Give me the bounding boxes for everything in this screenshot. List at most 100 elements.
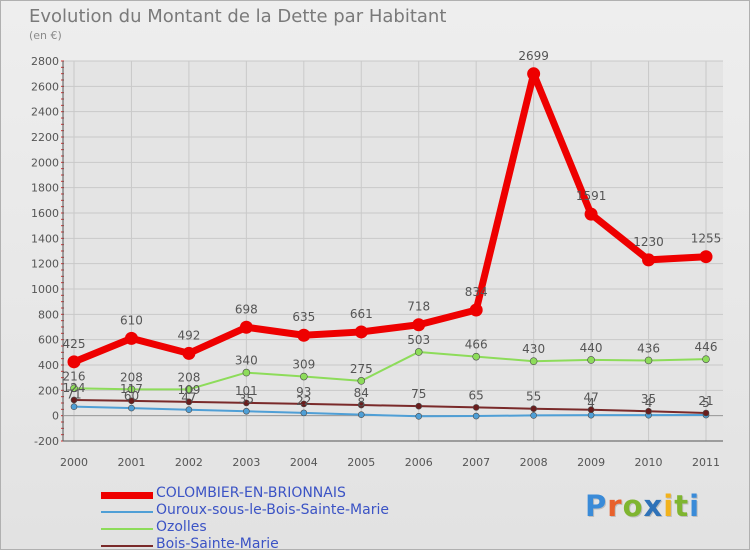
x-tick-label: 2001 (117, 456, 145, 469)
logo-letter: i (689, 489, 701, 523)
y-tick-label: -200 (34, 435, 59, 448)
data-point-ozolles (644, 356, 653, 365)
data-label-ozolles: 340 (235, 354, 258, 368)
data-point-colombier-en-brionnais (354, 325, 368, 339)
data-label-colombier-en-brionnais: 718 (407, 300, 430, 314)
data-point-ozolles (185, 385, 193, 394)
proxiti-logo: Proxiti (585, 489, 700, 523)
y-tick-label: 0 (52, 410, 59, 423)
legend-label: Ozolles (156, 519, 207, 535)
data-label-colombier-en-brionnais: 1255 (691, 232, 722, 246)
y-tick-label: 200 (38, 384, 59, 397)
logo-letter: i (663, 489, 675, 523)
y-tick-label: 2200 (31, 131, 59, 144)
data-label-ozolles: 446 (695, 340, 718, 354)
data-label-bois-sainte-marie: 35 (641, 392, 656, 406)
data-point-ozolles (300, 372, 308, 381)
data-point-colombier-en-brionnais (297, 328, 311, 342)
data-point-colombier-en-brionnais (699, 250, 713, 264)
data-point-bois-sainte-marie (472, 404, 480, 411)
x-tick-label: 2005 (347, 456, 375, 469)
data-label-ozolles: 430 (522, 342, 545, 356)
data-point-colombier-en-brionnais (469, 303, 483, 317)
data-label-ouroux-sous-le-bois-sainte-marie: 71 (66, 388, 81, 402)
y-tick-label: 2400 (31, 106, 59, 119)
x-tick-label: 2003 (232, 456, 260, 469)
data-label-ozolles: 309 (292, 358, 315, 372)
y-tick-label: 1400 (31, 232, 59, 245)
data-point-colombier-en-brionnais (67, 355, 81, 369)
legend-label: Ouroux-sous-le-Bois-Sainte-Marie (156, 502, 389, 518)
legend-label: COLOMBIER-EN-BRIONNAIS (156, 485, 346, 501)
y-tick-label: 2800 (31, 55, 59, 68)
data-label-bois-sainte-marie: 84 (354, 386, 369, 400)
data-point-ozolles (70, 384, 78, 393)
data-label-ozolles: 466 (465, 338, 488, 352)
series-line-ozolles (73, 350, 707, 391)
x-tick-label: 2007 (462, 456, 490, 469)
data-point-colombier-en-brionnais (527, 67, 541, 81)
x-tick-label: 2004 (290, 456, 318, 469)
y-tick-label: 400 (38, 359, 59, 372)
data-point-bois-sainte-marie (185, 398, 193, 406)
data-label-bois-sainte-marie: 124 (63, 381, 86, 395)
y-tick-label: 1000 (31, 283, 59, 296)
data-point-bois-sainte-marie (357, 401, 365, 409)
y-tick-label: 1800 (31, 182, 59, 195)
y-tick-label: 1600 (31, 207, 59, 220)
legend-swatch (101, 511, 153, 513)
series-line-bois-sainte-marie (73, 398, 707, 415)
x-tick-label: 2011 (692, 456, 720, 469)
data-point-bois-sainte-marie (243, 399, 250, 407)
data-point-colombier-en-brionnais (182, 346, 196, 360)
data-label-colombier-en-brionnais: 425 (63, 337, 86, 351)
data-point-ouroux-sous-le-bois-sainte-marie (243, 407, 250, 415)
logo-letter: t (674, 489, 690, 523)
data-label-ouroux-sous-le-bois-sainte-marie: 35 (239, 392, 254, 406)
data-point-bois-sainte-marie (645, 407, 652, 415)
x-tick-label: 2006 (405, 456, 433, 469)
data-label-ouroux-sous-le-bois-sainte-marie: 4 (587, 396, 595, 410)
data-label-bois-sainte-marie: 117 (120, 382, 143, 396)
data-label-ozolles: 503 (407, 333, 430, 347)
data-label-colombier-en-brionnais: 698 (235, 302, 258, 316)
data-label-ouroux-sous-le-bois-sainte-marie: 5 (702, 396, 710, 410)
data-label-ouroux-sous-le-bois-sainte-marie: 60 (124, 389, 139, 403)
chart-title: Evolution du Montant de la Dette par Hab… (29, 6, 447, 27)
x-tick-label: 2002 (175, 456, 203, 469)
x-tick-label: 2000 (60, 456, 88, 469)
data-label-colombier-en-brionnais: 834 (465, 285, 488, 299)
data-point-colombier-en-brionnais (584, 207, 598, 221)
data-label-colombier-en-brionnais: 661 (350, 307, 373, 321)
data-point-ouroux-sous-le-bois-sainte-marie (185, 406, 193, 414)
data-label-colombier-en-brionnais: 1230 (633, 235, 664, 249)
data-label-bois-sainte-marie: 21 (698, 394, 713, 408)
data-point-bois-sainte-marie (702, 409, 710, 417)
series-line-ouroux-sous-le-bois-sainte-marie (73, 405, 707, 418)
data-label-bois-sainte-marie: 65 (469, 388, 484, 402)
data-label-bois-sainte-marie: 109 (177, 383, 200, 397)
logo-letter: r (607, 489, 623, 523)
data-label-ozolles: 216 (63, 369, 86, 383)
data-point-colombier-en-brionnais (642, 253, 656, 267)
data-label-colombier-en-brionnais: 1591 (576, 189, 607, 203)
data-point-ouroux-sous-le-bois-sainte-marie (357, 411, 365, 418)
chart-unit: (en €) (29, 29, 62, 42)
data-label-ozolles: 208 (177, 370, 200, 384)
data-point-bois-sainte-marie (530, 405, 537, 413)
data-label-colombier-en-brionnais: 2699 (518, 49, 549, 63)
x-tick-label: 2009 (577, 456, 605, 469)
data-label-bois-sainte-marie: 47 (583, 391, 598, 405)
series-line-colombier-en-brionnais (70, 70, 710, 366)
data-label-bois-sainte-marie: 101 (235, 384, 258, 398)
data-point-ouroux-sous-le-bois-sainte-marie (300, 409, 308, 417)
data-point-ozolles (127, 385, 136, 394)
data-point-bois-sainte-marie (587, 406, 595, 414)
data-label-bois-sainte-marie: 75 (411, 387, 426, 401)
legend-swatch (101, 491, 153, 499)
data-point-bois-sainte-marie (70, 396, 78, 404)
data-label-ozolles: 436 (637, 341, 660, 355)
legend-label: Bois-Sainte-Marie (156, 536, 279, 550)
data-label-ouroux-sous-le-bois-sainte-marie: 47 (181, 391, 196, 405)
